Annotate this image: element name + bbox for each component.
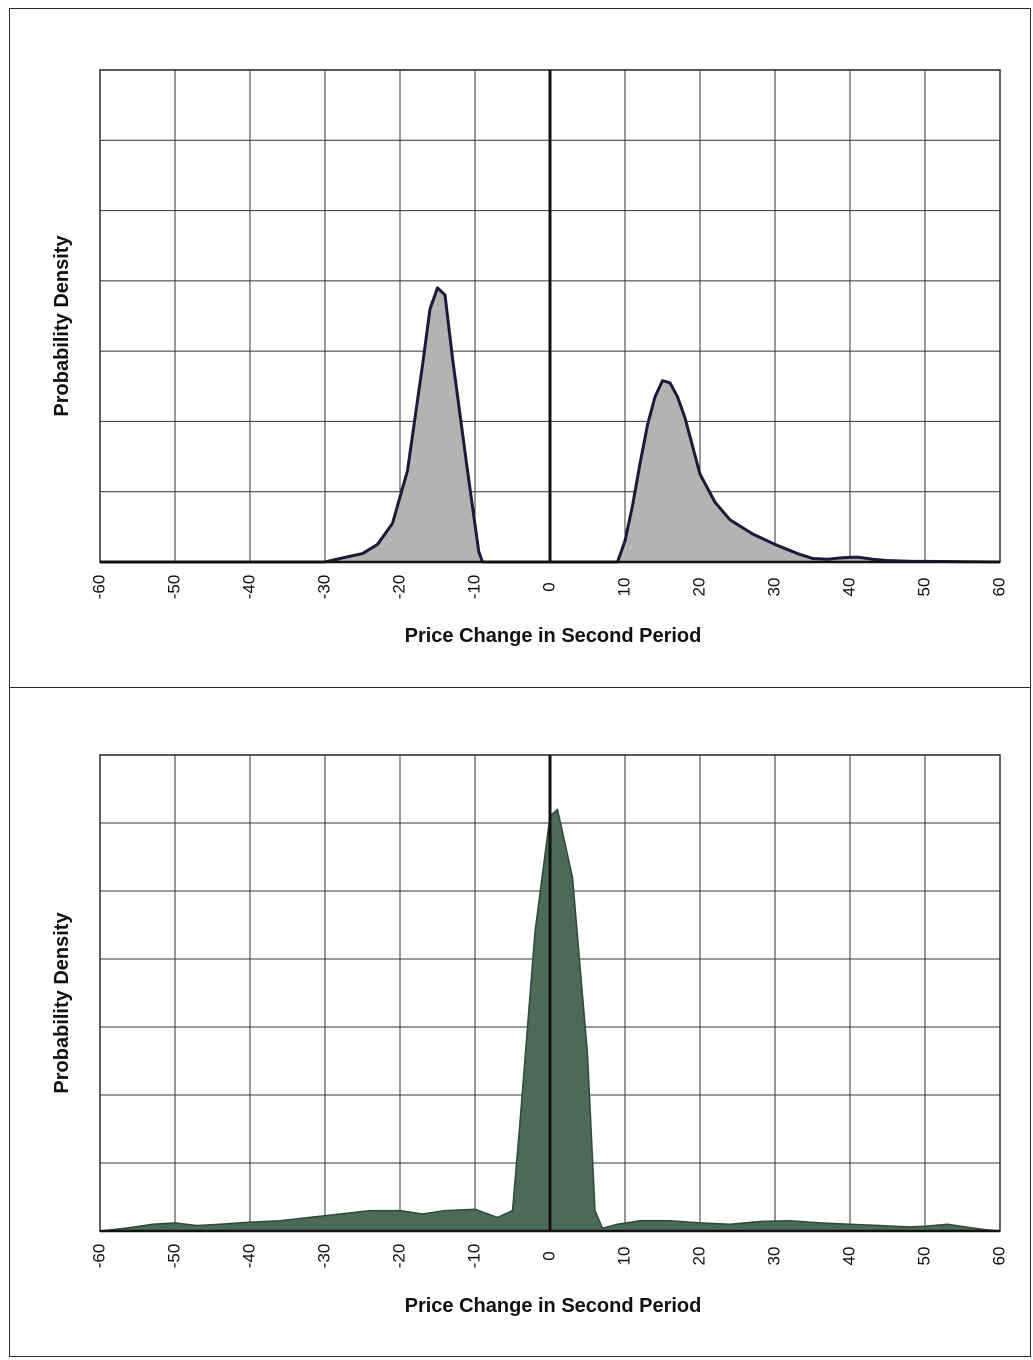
probability-density-chart-bottom: -60 -50 -40 -30 -20 -10 0 10 20 30 40 50 60 Price Cha… [51, 754, 1008, 1317]
y-axis-title: Probability Density [51, 235, 73, 417]
x-tick-label: 40 [839, 1247, 858, 1266]
x-tick-label: 40 [839, 578, 858, 597]
x-tick-label: 50 [914, 1247, 933, 1266]
x-tick-label: 20 [689, 578, 708, 597]
x-tick-label: 60 [989, 578, 1008, 597]
x-tick-label: 50 [914, 578, 933, 597]
x-tick-labels: -60 -50 -40 -30 -20 -10 0 10 20 30 40 50 60 [89, 575, 1008, 600]
x-tick-label: -40 [239, 575, 258, 600]
vertical-gridlines [99, 755, 1001, 1231]
density-curve [99, 808, 1001, 1232]
x-tick-label: -10 [464, 1244, 483, 1269]
x-tick-labels: -60 -50 -40 -30 -20 -10 0 10 20 30 40 50 60 [89, 1244, 1008, 1269]
x-tick-label: 30 [764, 578, 783, 597]
density-curve [100, 286, 1001, 564]
x-tick-label: 10 [614, 1247, 633, 1266]
x-tick-label: -40 [239, 1244, 258, 1269]
x-tick-label: -60 [89, 575, 108, 600]
x-tick-label: -60 [89, 1244, 108, 1269]
chart-panel-bottom: -60 -50 -40 -30 -20 -10 0 10 20 30 40 50 60 Price Cha… [9, 687, 1031, 1357]
x-tick-label: -30 [314, 575, 333, 600]
x-tick-label: 60 [989, 1247, 1008, 1266]
probability-density-chart-top: -60 -50 -40 -30 -20 -10 0 10 20 30 40 50 60 Price Cha… [51, 69, 1008, 647]
chart-panel-top: -60 -50 -40 -30 -20 -10 0 10 20 30 40 50 60 Price Cha… [9, 8, 1031, 688]
x-tick-label: -50 [164, 1244, 183, 1269]
x-tick-label: -20 [389, 575, 408, 600]
x-tick-label: -20 [389, 1244, 408, 1269]
x-tick-label: 0 [539, 1251, 558, 1260]
x-axis-title: Price Change in Second Period [405, 1295, 702, 1317]
x-axis-title: Price Change in Second Period [405, 625, 702, 647]
x-tick-label: -50 [164, 575, 183, 600]
x-tick-label: 10 [614, 578, 633, 597]
x-tick-label: 20 [689, 1247, 708, 1266]
x-tick-label: -30 [314, 1244, 333, 1269]
x-tick-label: 30 [764, 1247, 783, 1266]
y-axis-title: Probability Density [51, 912, 73, 1094]
x-tick-label: -10 [464, 575, 483, 600]
x-tick-label: 0 [539, 582, 558, 591]
